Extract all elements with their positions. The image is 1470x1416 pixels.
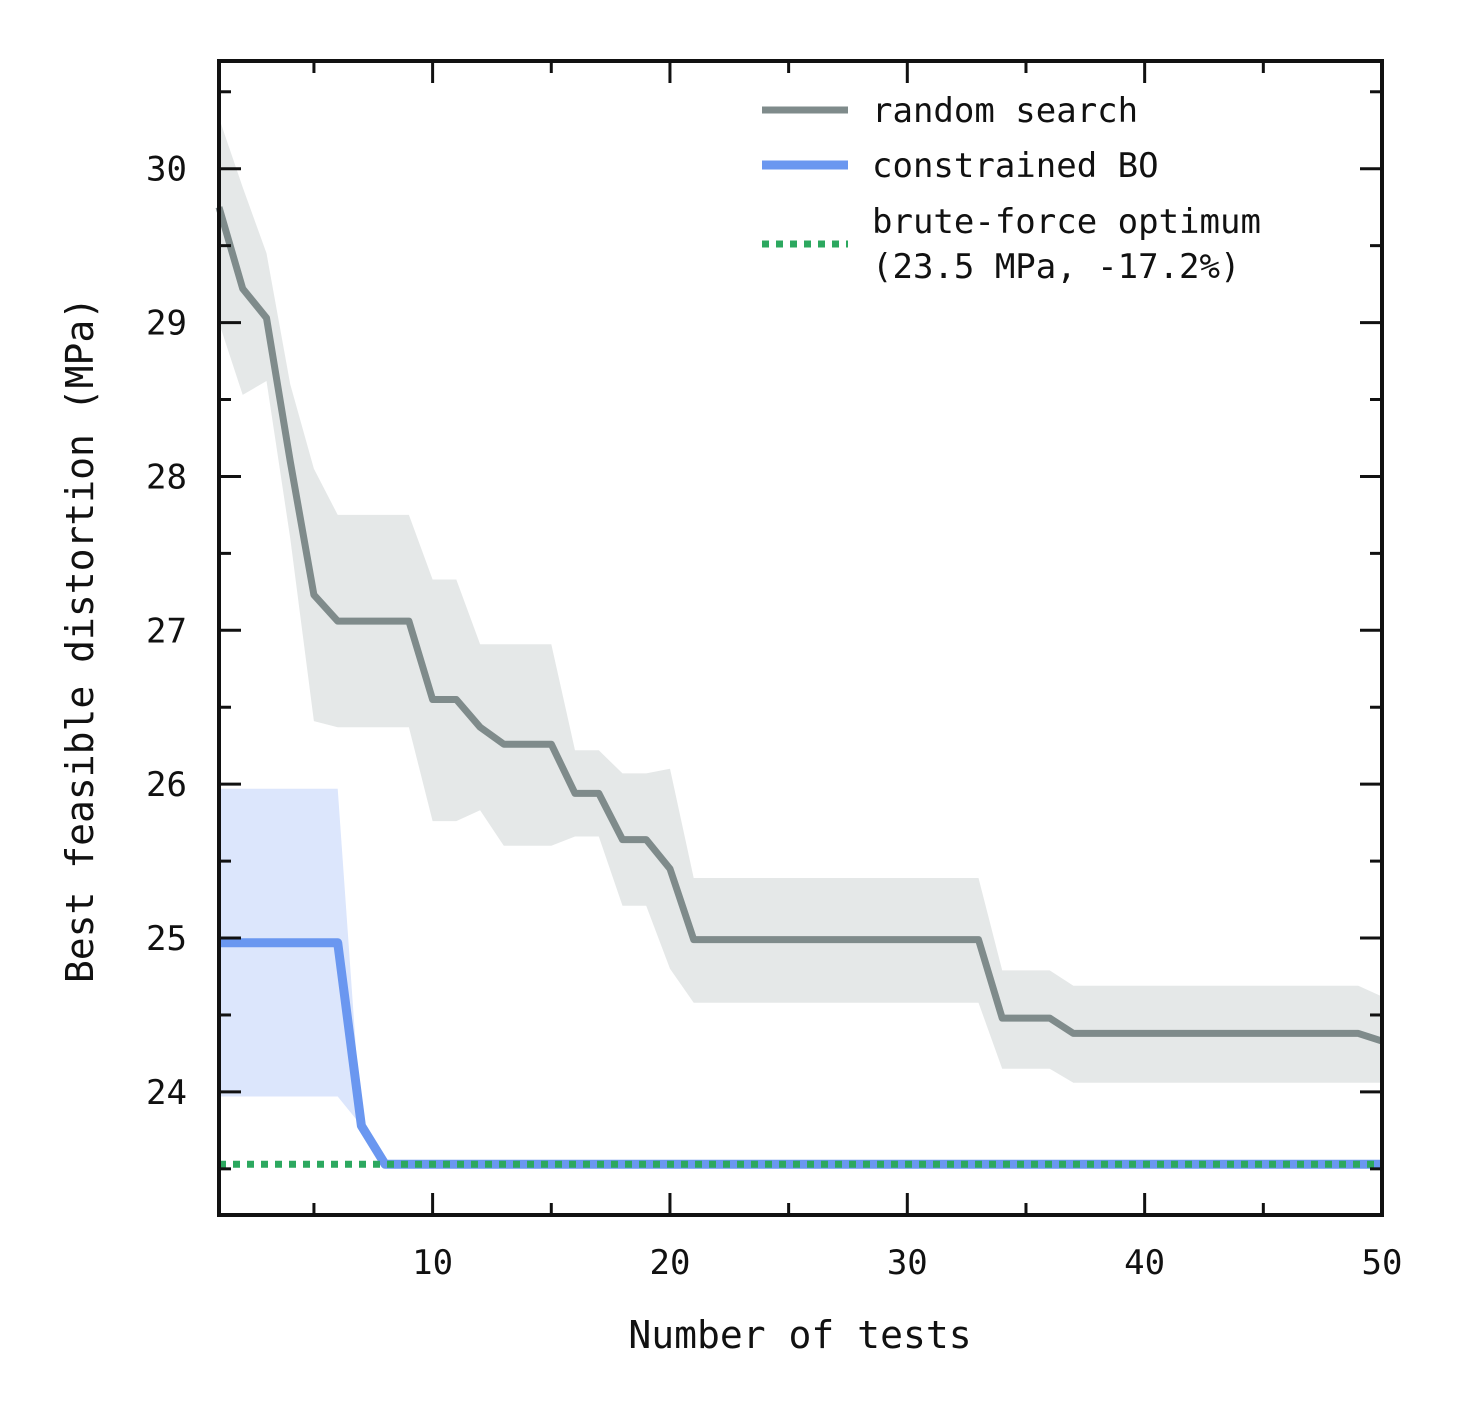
y-tick-label: 28 <box>146 457 187 497</box>
x-tick-label: 50 <box>1362 1243 1403 1283</box>
axis-ticks <box>219 61 1384 1215</box>
tick-labels: 10 20 30 40 50 24 25 26 27 28 29 30 <box>146 150 1402 1283</box>
legend: random search constrained BO brute-force… <box>762 91 1261 287</box>
y-axis-label: Best feasible distortion (MPa) <box>58 297 102 983</box>
plot-frame <box>217 59 1384 1217</box>
confidence-bands <box>219 117 1382 1165</box>
y-tick-label: 24 <box>146 1073 187 1113</box>
y-tick-label: 27 <box>146 611 187 651</box>
x-tick-label: 40 <box>1124 1243 1165 1283</box>
band-random-search <box>219 117 1382 1083</box>
line-random-search <box>215 206 1384 1045</box>
y-tick-label: 26 <box>146 765 187 805</box>
legend-label-constrained-bo: constrained BO <box>872 146 1159 186</box>
legend-label-brute-force-line2: (23.5 MPa, -17.2%) <box>872 247 1240 287</box>
band-constrained-bo <box>219 788 1382 1165</box>
x-tick-label: 20 <box>649 1243 690 1283</box>
x-tick-label: 10 <box>412 1243 453 1283</box>
series-lines <box>215 206 1384 1169</box>
x-tick-label: 30 <box>887 1243 928 1283</box>
legend-label-random-search: random search <box>872 91 1138 131</box>
x-axis-label: Number of tests <box>628 1313 971 1357</box>
y-tick-label: 30 <box>146 150 187 190</box>
legend-label-brute-force-line1: brute-force optimum <box>872 202 1261 242</box>
y-tick-label: 25 <box>146 919 187 959</box>
y-tick-label: 29 <box>146 304 187 344</box>
